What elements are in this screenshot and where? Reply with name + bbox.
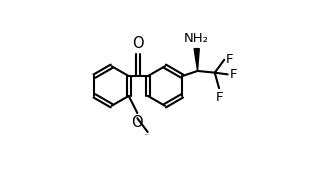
- Text: O: O: [131, 115, 143, 130]
- Text: O: O: [132, 36, 144, 51]
- Text: F: F: [229, 68, 237, 81]
- Text: methyl: methyl: [145, 134, 150, 135]
- Text: NH₂: NH₂: [184, 32, 209, 45]
- Text: F: F: [226, 53, 234, 66]
- Polygon shape: [194, 49, 199, 71]
- Text: F: F: [215, 91, 223, 104]
